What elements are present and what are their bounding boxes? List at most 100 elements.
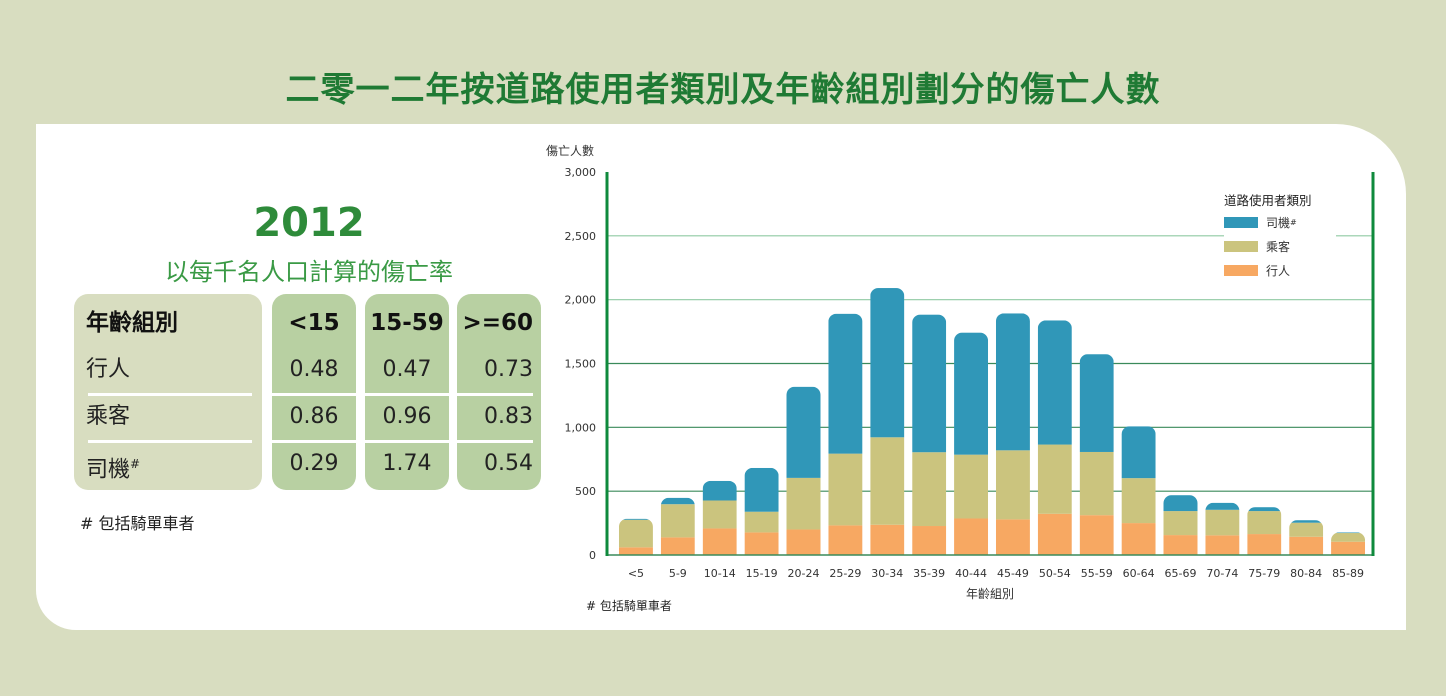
bar-segment-passenger: [786, 477, 821, 530]
x-tick-label: 5-9: [669, 567, 687, 580]
row-divider: [272, 440, 356, 443]
bar-segment-passenger: [702, 500, 737, 529]
bar-segment-passenger: [1121, 478, 1156, 524]
legend-label: 行人: [1266, 263, 1291, 278]
legend-swatch: [1224, 216, 1258, 228]
table-year: 2012: [253, 200, 365, 246]
x-tick-label: 15-19: [746, 567, 778, 580]
legend-label: 司機: [1266, 215, 1291, 230]
bar-segment-driver: [954, 332, 989, 455]
bar-segment-pedestrian: [1121, 523, 1156, 555]
bar-segment-driver: [1037, 320, 1072, 445]
table-column-15-59: [365, 294, 449, 490]
bar-segment-passenger: [618, 519, 653, 548]
bar-segment-pedestrian: [1079, 515, 1114, 555]
bar-segment-pedestrian: [1037, 513, 1072, 555]
bar-segment-driver: [1247, 507, 1282, 512]
bar-segment-driver: [660, 497, 695, 505]
bar-segment-passenger: [1163, 511, 1198, 536]
bar-segment-passenger: [1331, 533, 1366, 542]
row-label: 司機#: [86, 457, 141, 483]
x-tick-label: 55-59: [1081, 567, 1113, 580]
x-tick-label: 40-44: [955, 567, 987, 580]
bar-segment-passenger: [744, 511, 779, 533]
bar-segment-driver: [912, 314, 947, 453]
rate-value: 0.96: [382, 404, 432, 429]
bar-segment-pedestrian: [660, 537, 695, 555]
table-header: 15-59: [370, 310, 444, 336]
legend-item: 乘客: [1224, 234, 1336, 258]
bar-segment-pedestrian: [744, 532, 779, 555]
y-tick-label: 2,500: [565, 230, 597, 243]
bar-segment-passenger: [1205, 509, 1240, 536]
rate-value: 0.47: [382, 357, 432, 382]
x-tick-label: 80-84: [1290, 567, 1322, 580]
bar-segment-passenger: [870, 437, 905, 525]
table-header: 年齡組別: [86, 310, 178, 336]
x-tick-label: 45-49: [997, 567, 1029, 580]
bar-segment-pedestrian: [912, 526, 947, 555]
legend-swatch: [1224, 264, 1258, 276]
table-footnote: # 包括騎單車者: [80, 514, 195, 533]
rate-value: 0.73: [484, 357, 533, 382]
x-tick-label: 50-54: [1039, 567, 1071, 580]
chart-legend: 道路使用者類別 司機 # 乘客 行人: [1224, 190, 1336, 282]
y-tick-label: 1,000: [565, 421, 597, 434]
legend-item: 行人: [1224, 258, 1336, 282]
row-divider: [365, 440, 449, 443]
bar-segment-pedestrian: [702, 528, 737, 555]
bar-segment-pedestrian: [995, 519, 1030, 555]
bar-segment-pedestrian: [1331, 541, 1366, 555]
table-subtitle: 以每千名人口計算的傷亡率: [165, 258, 453, 286]
rate-value: 1.74: [382, 451, 432, 476]
x-tick-label: 70-74: [1206, 567, 1238, 580]
bar-segment-driver: [702, 480, 737, 501]
table-header: <15: [288, 310, 340, 336]
footnote-marker: #: [130, 457, 141, 471]
bar-segment-passenger: [1247, 511, 1282, 535]
row-label: 行人: [86, 357, 131, 382]
bar-segment-passenger: [828, 453, 863, 526]
x-tick-label: <5: [628, 567, 644, 580]
bar-segment-driver: [995, 313, 1030, 451]
legend-label: 乘客: [1266, 239, 1291, 254]
x-tick-label: 75-79: [1248, 567, 1280, 580]
bar-segment-driver: [744, 467, 779, 512]
x-tick-label: 20-24: [788, 567, 820, 580]
x-tick-label: 30-34: [871, 567, 903, 580]
bar-segment-pedestrian: [828, 525, 863, 555]
bar-segment-passenger: [660, 504, 695, 538]
y-tick-label: 0: [589, 549, 596, 562]
rate-value: 0.83: [484, 404, 533, 429]
bar-segment-passenger: [1037, 444, 1072, 514]
bar-segment-pedestrian: [1247, 534, 1282, 555]
table-column-under15: [272, 294, 356, 490]
table-column-60plus: [457, 294, 541, 490]
bar-segment-passenger: [954, 454, 989, 519]
page-title: 二零一二年按道路使用者類別及年齡組別劃分的傷亡人數: [285, 70, 1161, 110]
bar-segment-pedestrian: [954, 518, 989, 555]
bar-segment-driver: [828, 313, 863, 454]
y-tick-label: 2,000: [565, 294, 597, 307]
bar-segment-driver: [1331, 532, 1366, 534]
legend-item: 司機 #: [1224, 210, 1336, 234]
rate-value: 0.54: [484, 451, 533, 476]
x-tick-label: 35-39: [913, 567, 945, 580]
rate-value: 0.48: [289, 357, 339, 382]
bar-segment-passenger: [1079, 451, 1114, 516]
bar-segment-pedestrian: [1289, 536, 1324, 555]
x-tick-label: 85-89: [1332, 567, 1364, 580]
y-tick-label: 500: [575, 485, 596, 498]
bar-segment-passenger: [1289, 522, 1324, 537]
bar-segment-pedestrian: [618, 547, 653, 555]
x-tick-label: 65-69: [1165, 567, 1197, 580]
row-divider: [457, 393, 533, 396]
table-header: >=60: [462, 310, 533, 336]
bar-segment-driver: [786, 386, 821, 478]
bar-segment-pedestrian: [1163, 535, 1198, 555]
y-axis-title: 傷亡人數: [546, 143, 594, 158]
bar-segment-pedestrian: [1205, 535, 1240, 555]
rate-value: 0.29: [289, 451, 339, 476]
footnote-marker: #: [1290, 217, 1297, 227]
